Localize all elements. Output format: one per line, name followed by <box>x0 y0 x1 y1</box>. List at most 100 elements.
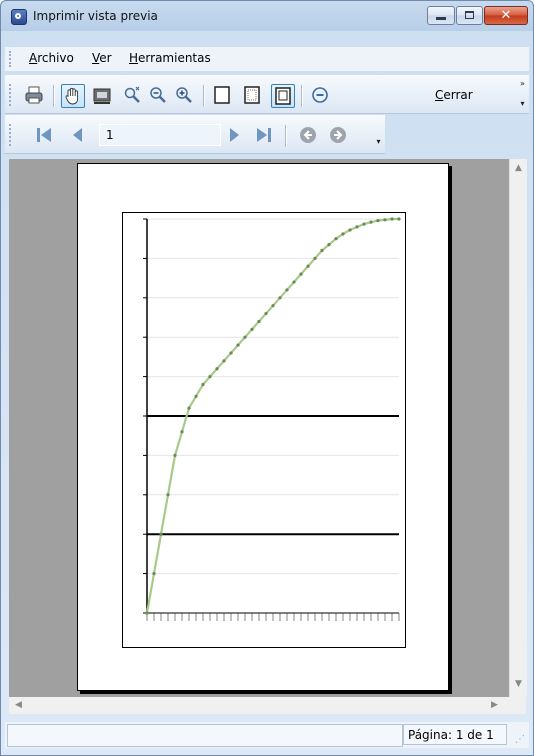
close-circle-icon <box>312 87 328 103</box>
close-preview-button[interactable] <box>309 84 333 108</box>
close-label[interactable]: Cerrar <box>435 88 473 102</box>
snapshot-icon <box>93 88 111 104</box>
data-point <box>376 218 380 223</box>
last-page-button[interactable] <box>253 124 277 148</box>
data-point <box>334 237 338 241</box>
toolbar-grip-handle[interactable] <box>9 84 14 106</box>
first-page-button[interactable] <box>33 124 57 148</box>
navigation-toolbar: 1 ▾ <box>5 115 385 154</box>
zoom-in-icon <box>176 87 192 103</box>
back-button[interactable] <box>297 124 321 148</box>
minimize-button[interactable] <box>427 6 455 25</box>
data-point <box>187 406 191 410</box>
hand-pan-button[interactable] <box>61 84 85 108</box>
status-message-panel <box>7 724 403 747</box>
page-count-status: Página: 1 de 1 <box>403 724 507 745</box>
first-page-icon <box>37 128 51 142</box>
dynamic-zoom-button[interactable] <box>121 84 145 108</box>
maximize-button[interactable] <box>456 6 483 25</box>
data-point <box>362 222 366 226</box>
forward-icon <box>330 127 346 143</box>
data-point <box>271 304 275 308</box>
chart-frame <box>122 212 406 648</box>
horizontal-scrollbar[interactable]: ◀ ▶ <box>9 697 509 714</box>
previous-page-icon <box>73 128 82 142</box>
data-point <box>215 367 219 371</box>
data-point <box>292 280 296 284</box>
close-window-button[interactable]: ✕ <box>484 6 528 25</box>
data-point <box>173 453 177 457</box>
data-point <box>341 232 345 236</box>
page-setup-button[interactable] <box>271 84 295 108</box>
line-chart <box>143 217 401 621</box>
snapshot-button[interactable] <box>91 84 115 108</box>
margin-page-button[interactable] <box>241 84 265 108</box>
maximize-icon <box>465 11 474 19</box>
data-point <box>229 351 233 355</box>
preview-viewport[interactable] <box>9 159 509 697</box>
toolbar-separator <box>53 85 54 107</box>
last-page-icon <box>257 128 271 142</box>
print-icon <box>25 86 43 104</box>
menu-ver[interactable]: Ver <box>92 51 112 65</box>
preview-page <box>77 163 449 691</box>
close-icon: ✕ <box>500 8 512 23</box>
page-number-input[interactable]: 1 <box>99 124 221 146</box>
scroll-corner <box>509 697 526 714</box>
data-point <box>383 218 387 222</box>
back-icon <box>300 127 316 143</box>
minimize-icon <box>436 17 446 20</box>
data-point <box>180 430 184 434</box>
data-point <box>278 296 282 300</box>
one-page-button[interactable] <box>211 84 235 108</box>
previous-page-button[interactable] <box>67 124 91 148</box>
data-point <box>243 335 247 339</box>
main-toolbar: Cerrar » ▾ <box>5 75 529 114</box>
one-page-icon <box>214 86 230 104</box>
scroll-left-icon[interactable]: ◀ <box>15 700 22 710</box>
data-point <box>250 327 254 331</box>
resize-grip-icon[interactable]: ⋰ <box>515 734 525 745</box>
window-title: Imprimir vista previa <box>33 9 158 23</box>
vertical-scrollbar[interactable]: ▲ ▼ <box>509 159 527 697</box>
menu-herramientas[interactable]: Herramientas <box>129 51 211 65</box>
data-point <box>145 611 149 615</box>
next-page-button[interactable] <box>223 124 247 148</box>
data-point <box>355 225 359 229</box>
data-point <box>208 375 212 379</box>
data-point <box>348 228 352 232</box>
menu-archivo[interactable]: Archivo <box>29 51 74 65</box>
data-point <box>306 264 310 268</box>
zoom-in-button[interactable] <box>173 84 197 108</box>
data-point <box>222 359 226 363</box>
toolbar-separator <box>203 85 204 107</box>
toolbar-overflow-icon[interactable]: » ▾ <box>520 79 525 108</box>
zoom-out-button[interactable] <box>147 84 171 108</box>
nav-overflow-icon[interactable]: ▾ <box>376 137 381 146</box>
margin-page-icon <box>244 86 260 104</box>
data-point <box>320 248 324 253</box>
data-point <box>390 217 394 221</box>
data-point <box>152 572 156 576</box>
page-setup-icon <box>275 87 291 105</box>
data-point <box>285 288 289 292</box>
data-point <box>194 394 198 398</box>
scroll-up-icon[interactable]: ▲ <box>515 163 522 173</box>
print-preview-app-icon <box>11 9 27 25</box>
toolbar-separator <box>285 125 286 147</box>
print-button[interactable] <box>23 84 47 108</box>
scroll-right-icon[interactable]: ▶ <box>491 700 498 710</box>
data-point <box>397 217 401 221</box>
toolbar-separator <box>301 85 302 107</box>
data-point <box>313 256 317 260</box>
menu-grip-handle[interactable] <box>9 51 14 67</box>
data-point <box>264 311 268 316</box>
menu-bar: Archivo Ver Herramientas <box>5 47 529 71</box>
nav-grip-handle[interactable] <box>9 124 14 146</box>
data-point <box>236 343 240 347</box>
scroll-down-icon[interactable]: ▼ <box>515 679 522 689</box>
status-bar: Página: 1 de 1 ⋰ <box>5 722 529 748</box>
title-bar[interactable]: Imprimir vista previa ✕ <box>1 1 533 31</box>
forward-button[interactable] <box>327 124 351 148</box>
